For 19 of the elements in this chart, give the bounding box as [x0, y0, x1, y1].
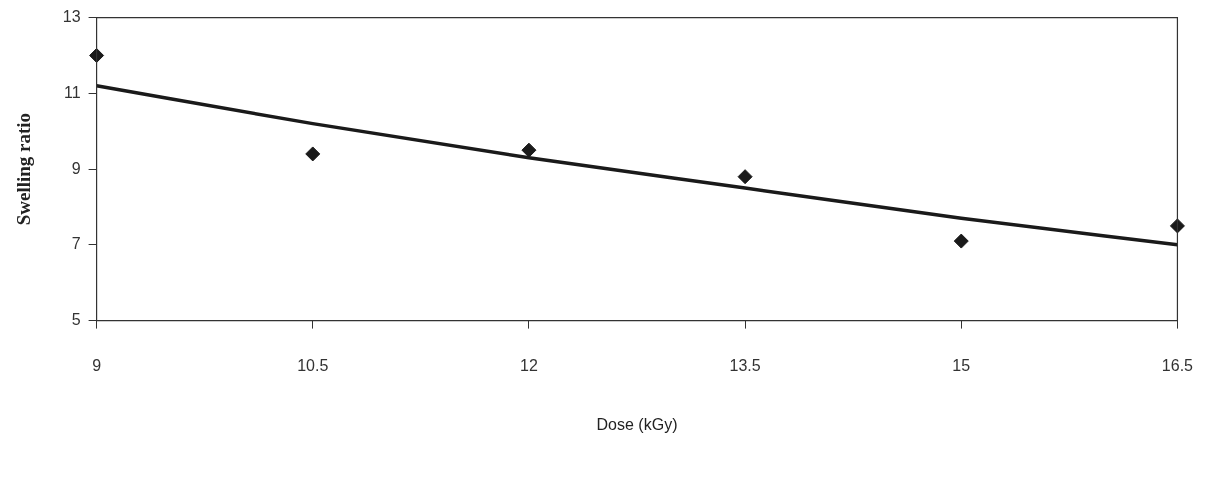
y-tick-label: 5: [71, 311, 81, 329]
point: [1169, 218, 1185, 234]
x-tick-label: 12: [520, 356, 538, 374]
point: [737, 169, 753, 185]
y-axis-title: Swelling ratio: [13, 112, 35, 226]
x-tick-label: 13.5: [729, 356, 761, 374]
x-tick-label: 9: [92, 356, 102, 374]
y-tick-label: 13: [62, 8, 81, 26]
line-series: [94, 84, 1180, 247]
point: [521, 142, 537, 158]
y-tick-label: 7: [71, 235, 81, 253]
x-tick-label: 16.5: [1161, 356, 1194, 374]
point: [953, 233, 969, 249]
x-axis-title: Dose (kGy): [596, 415, 678, 433]
x-tick-label: 15: [952, 356, 971, 374]
y-tick-label: 11: [63, 83, 81, 101]
point: [305, 146, 321, 162]
y-tick-label: 9: [71, 159, 81, 177]
x-tick-label: 10.5: [297, 356, 329, 374]
